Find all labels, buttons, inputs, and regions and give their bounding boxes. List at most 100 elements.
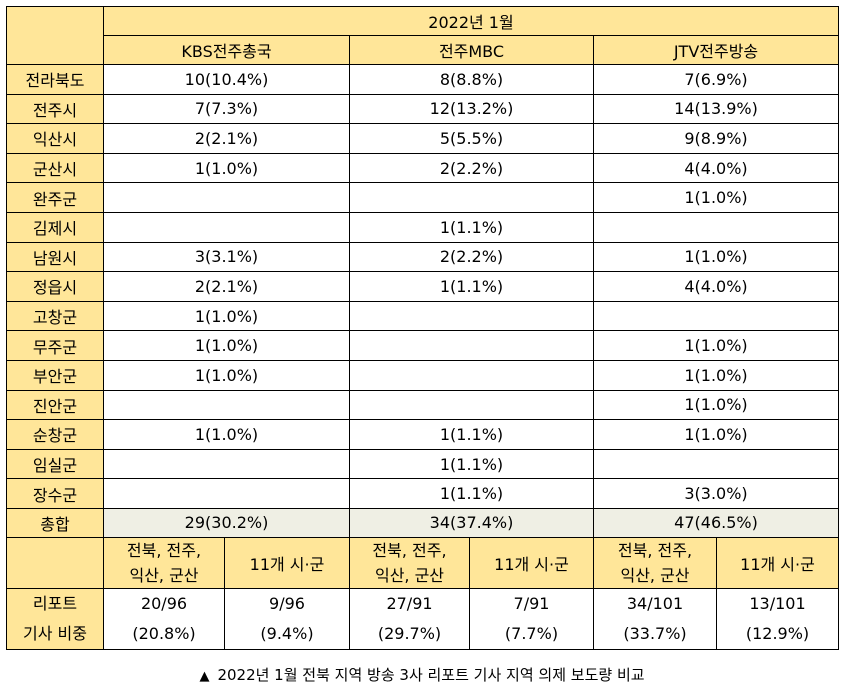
coverage-table: 2022년 1월 KBS전주총국 전주MBC JTV전주방송 전라북도 10(10… [6,6,839,650]
subheader-line2: 익산, 군산 [620,565,690,585]
footer-cell: 7/91 (7.7%) [469,587,594,650]
table-row: 전주시 7(7.3%) 12(13.2%) 14(13.9%) [6,93,839,125]
table-row: 무주군 1(1.0%) 1(1.0%) [6,330,839,361]
footer-pct: (20.8%) [132,623,196,643]
value-cell: 3(3.0%) [593,478,839,509]
subheader-line1: 전북, 전주, [126,540,202,560]
footer-label-line1: 리포트 [32,593,78,613]
total-label: 총합 [6,507,104,538]
subheader-line2: 익산, 군산 [129,565,199,585]
value-cell [593,211,839,243]
table-row: 정읍시 2(2.1%) 1(1.1%) 4(4.0%) [6,271,839,302]
region-label: 순창군 [6,419,104,450]
region-label: 남원시 [6,241,104,273]
footer-pct: (7.7%) [504,623,559,643]
region-label: 익산시 [6,123,104,154]
value-cell: 4(4.0%) [593,152,839,184]
value-cell [103,182,350,213]
footer-label-line2: 기사 비중 [23,623,87,643]
subheader-jtv-group: 전북, 전주, 익산, 군산 [593,536,717,589]
footer-cell: 9/96 (9.4%) [224,587,350,650]
footer-count: 9/96 [269,593,305,613]
value-cell: 1(1.0%) [593,182,839,213]
table-row: 김제시 1(1.1%) [6,211,839,243]
value-cell [103,478,350,509]
subheader-line1: 전북, 전주, [617,540,693,560]
table-row: 남원시 3(3.1%) 2(2.2%) 1(1.0%) [6,241,839,273]
value-cell [349,182,594,213]
value-cell: 10(10.4%) [103,64,350,95]
subheader-line1: 전북, 전주, [372,540,447,560]
value-cell: 2(2.1%) [103,271,350,302]
value-cell [593,448,839,480]
table-row: 전라북도 10(10.4%) 8(8.8%) 7(6.9%) [6,64,839,95]
footer-cell: 20/96 (20.8%) [103,587,225,650]
corner-cell [6,6,104,65]
triangle-up-icon: ▲ [199,669,210,684]
value-cell [103,211,350,243]
value-cell [349,300,594,332]
value-cell: 1(1.0%) [593,419,839,450]
value-cell: 2(2.2%) [349,241,594,273]
value-cell [593,300,839,332]
region-label: 진안군 [6,389,104,421]
subheader-corner [6,536,104,589]
total-kbs: 29(30.2%) [103,507,350,538]
value-cell: 8(8.8%) [349,64,594,95]
value-cell: 1(1.0%) [103,330,350,361]
period-header: 2022년 1월 [103,6,839,36]
region-label: 완주군 [6,182,104,213]
table-row: 부안군 1(1.0%) 1(1.0%) [6,359,839,391]
table-row: 임실군 1(1.1%) [6,448,839,480]
value-cell: 5(5.5%) [349,123,594,154]
station-header-mbc: 전주MBC [349,35,594,65]
value-cell: 7(7.3%) [103,93,350,125]
value-cell: 1(1.1%) [349,478,594,509]
footer-pct: (29.7%) [377,623,442,643]
value-cell [349,330,594,361]
value-cell: 1(1.0%) [593,389,839,421]
region-label: 장수군 [6,478,104,509]
value-cell [103,448,350,480]
region-label: 정읍시 [6,271,104,302]
footer-count: 34/101 [626,593,684,613]
total-jtv: 47(46.5%) [593,507,839,538]
value-cell: 14(13.9%) [593,93,839,125]
value-cell: 1(1.0%) [103,419,350,450]
subheader-kbs-group: 전북, 전주, 익산, 군산 [103,536,225,589]
value-cell [349,359,594,391]
footer-cell: 34/101 (33.7%) [593,587,717,650]
region-label: 고창군 [6,300,104,332]
region-label: 전라북도 [6,64,104,95]
subheader-mbc-group: 전북, 전주, 익산, 군산 [349,536,470,589]
region-label: 군산시 [6,152,104,184]
region-label: 무주군 [6,330,104,361]
footer-pct: (9.4%) [260,623,314,643]
value-cell: 7(6.9%) [593,64,839,95]
subheader-kbs-other: 11개 시·군 [224,536,350,589]
value-cell: 3(3.1%) [103,241,350,273]
station-header-kbs: KBS전주총국 [103,35,350,65]
table-row: 순창군 1(1.0%) 1(1.1%) 1(1.0%) [6,419,839,450]
subheader-line2: 익산, 군산 [374,565,445,585]
footer-count: 27/91 [386,593,433,613]
value-cell: 1(1.0%) [103,152,350,184]
region-label: 부안군 [6,359,104,391]
region-label: 전주시 [6,93,104,125]
footer-cell: 27/91 (29.7%) [349,587,470,650]
table-row: 익산시 2(2.1%) 5(5.5%) 9(8.9%) [6,123,839,154]
value-cell: 1(1.1%) [349,271,594,302]
value-cell: 12(13.2%) [349,93,594,125]
value-cell: 2(2.1%) [103,123,350,154]
value-cell: 1(1.0%) [103,359,350,391]
value-cell: 2(2.2%) [349,152,594,184]
value-cell: 9(8.9%) [593,123,839,154]
table-row: 진안군 1(1.0%) [6,389,839,421]
footer-pct: (33.7%) [623,623,687,643]
value-cell: 1(1.0%) [593,330,839,361]
total-mbc: 34(37.4%) [349,507,594,538]
value-cell: 1(1.0%) [593,241,839,273]
subheader-mbc-other: 11개 시·군 [469,536,594,589]
caption-text: 2022년 1월 전북 지역 방송 3사 리포트 기사 지역 의제 보도량 비교 [217,666,645,684]
table-caption: ▲ 2022년 1월 전북 지역 방송 3사 리포트 기사 지역 의제 보도량 비… [0,664,844,685]
